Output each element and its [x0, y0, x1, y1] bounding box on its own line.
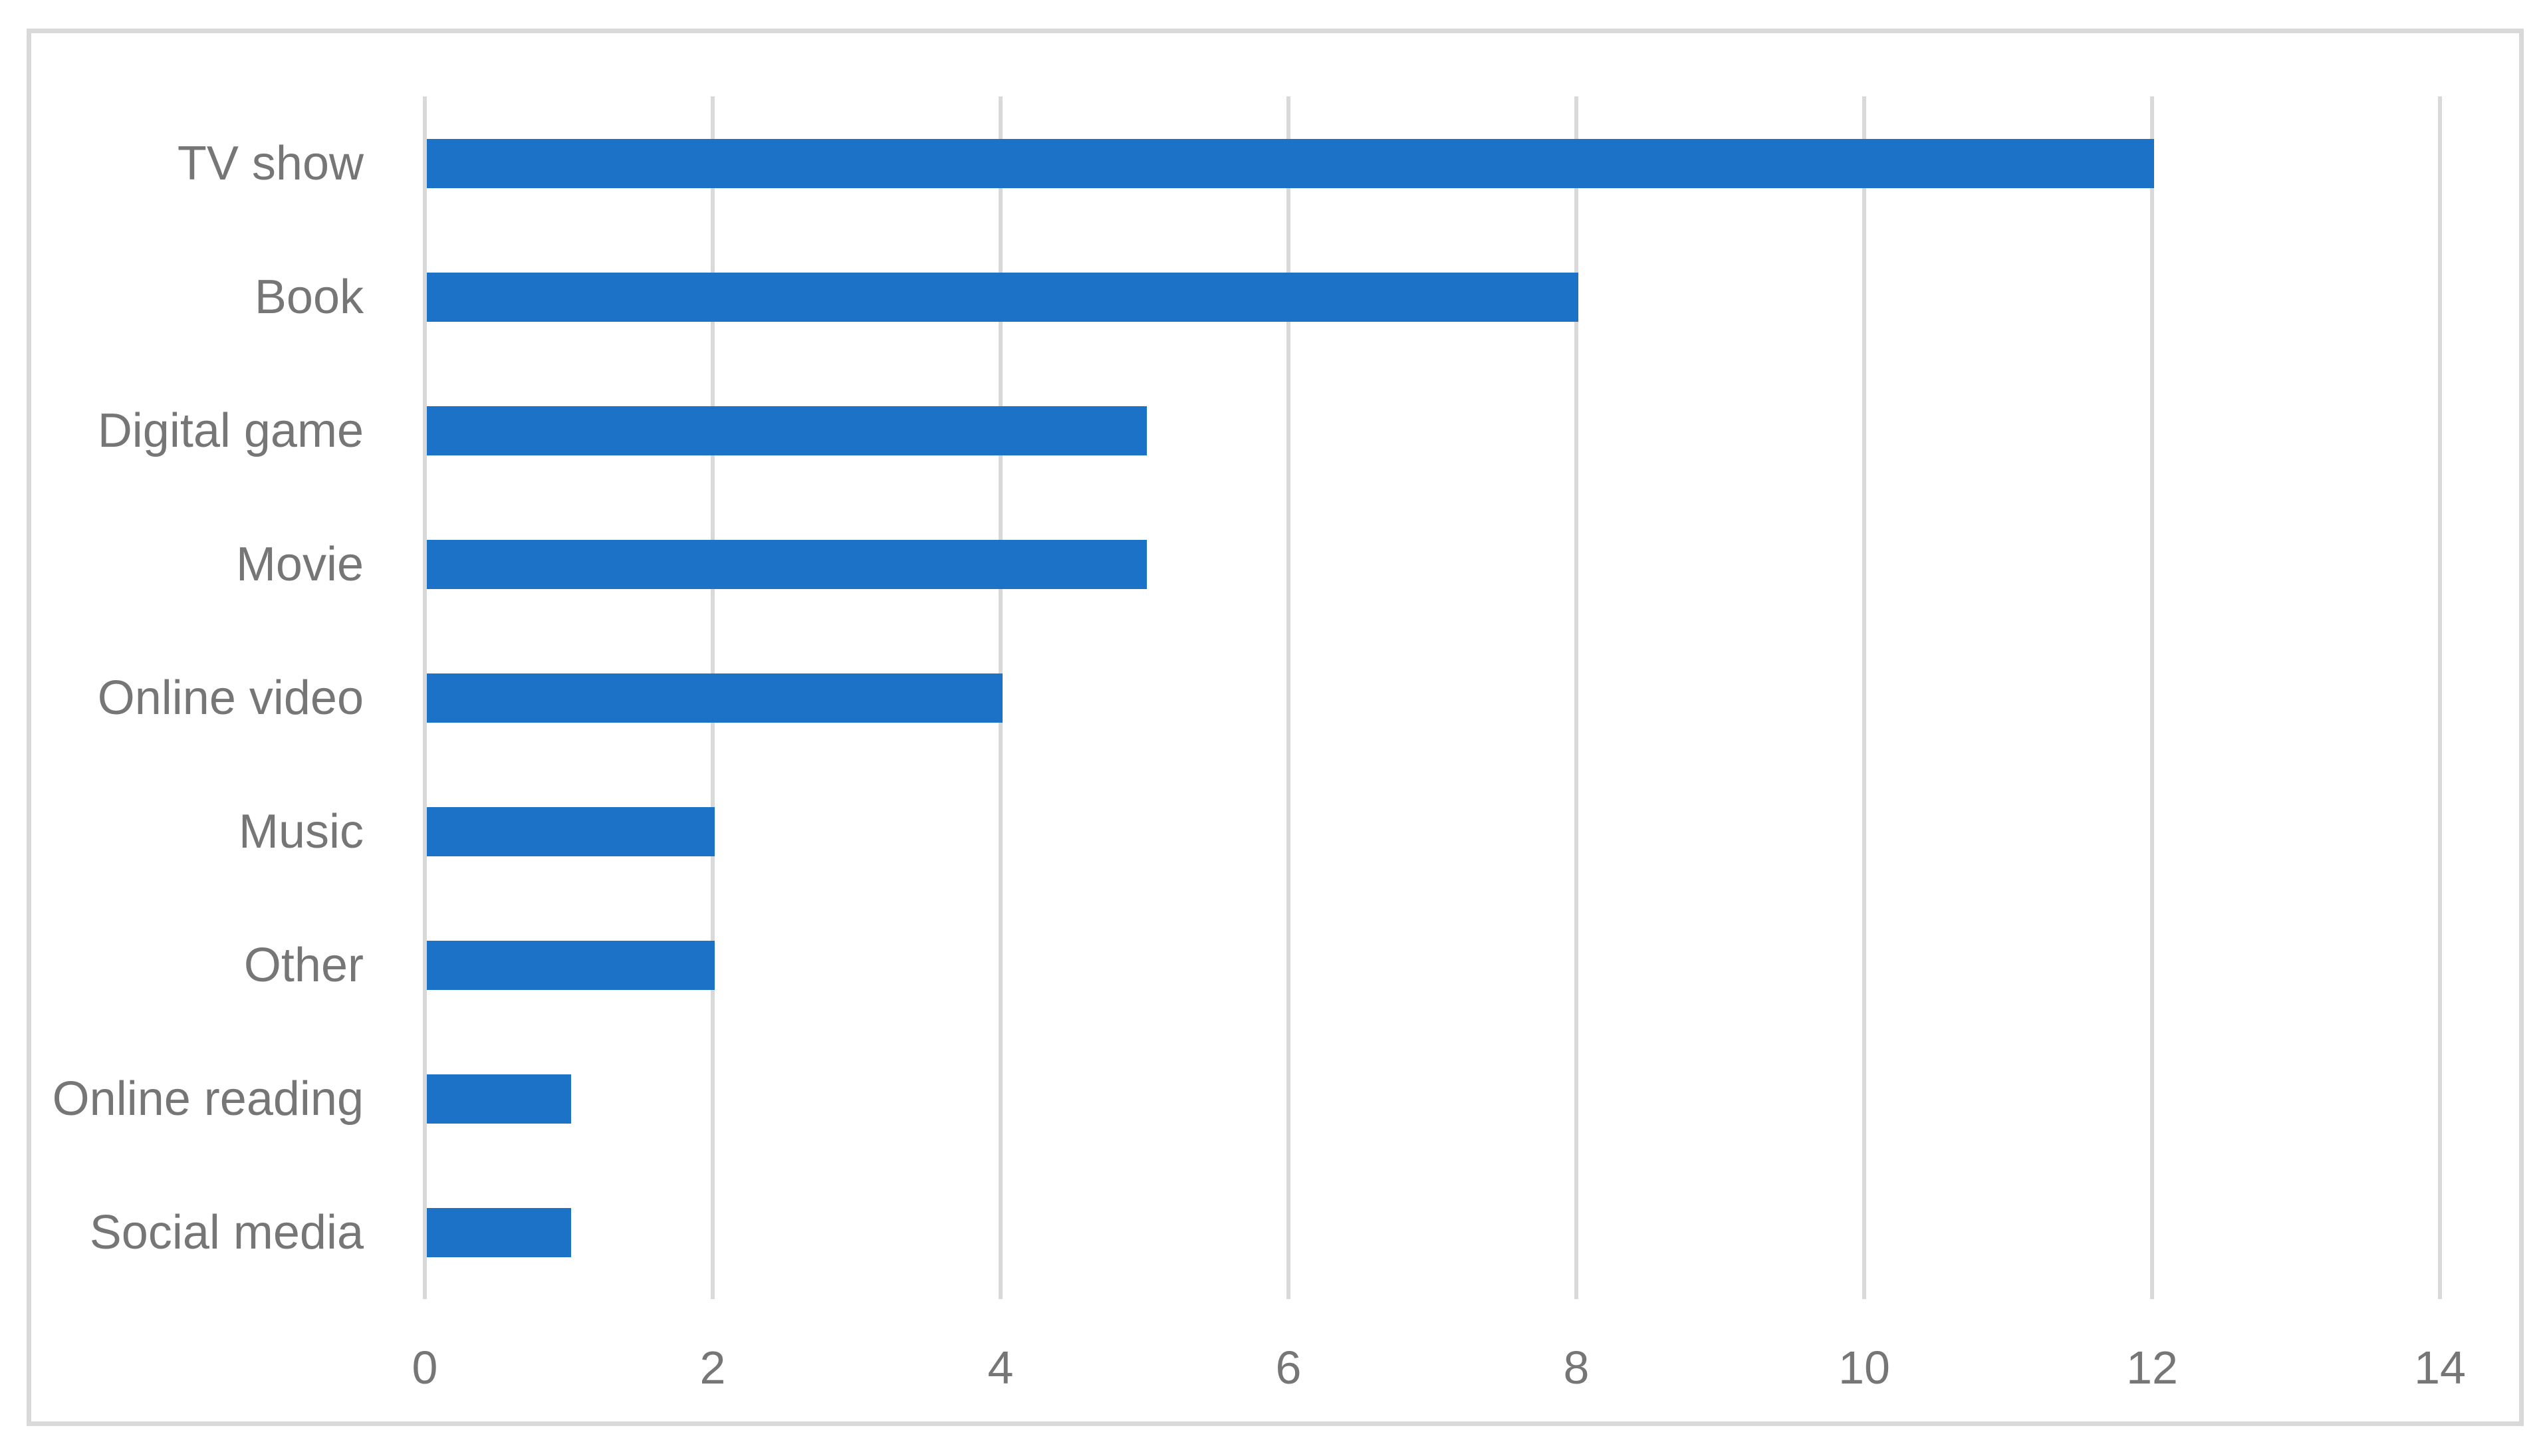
x-tick-label: 8 [1563, 1342, 1590, 1394]
gridline-0 [423, 96, 427, 1299]
x-tick-label: 0 [412, 1342, 438, 1394]
category-label: Other [243, 939, 364, 992]
bar-movie [427, 540, 1147, 589]
category-label: Online video [97, 671, 364, 725]
category-label: Digital game [97, 404, 364, 457]
bar-social-media [427, 1208, 571, 1257]
gridline-12 [2150, 96, 2154, 1299]
category-label: Book [254, 271, 364, 324]
bar-tv-show [427, 139, 2154, 188]
chart-frame: TV show Book Digital game Movie Online video… [27, 29, 2524, 1426]
x-tick-label: 2 [699, 1342, 726, 1394]
category-label: Music [238, 805, 364, 858]
gridline-6 [1286, 96, 1290, 1299]
x-tick-label: 4 [987, 1342, 1014, 1394]
gridline-14 [2438, 96, 2442, 1299]
x-tick-label: 6 [1275, 1342, 1302, 1394]
category-label: Social media [89, 1206, 364, 1259]
category-label: TV show [177, 137, 364, 190]
category-label: Online reading [52, 1072, 364, 1126]
x-tick-label: 12 [2126, 1342, 2178, 1394]
bar-online-video [427, 673, 1003, 723]
bar-music [427, 807, 715, 856]
x-tick-label: 10 [1838, 1342, 1890, 1394]
bar-other [427, 941, 715, 990]
category-label: Movie [235, 538, 364, 591]
bar-book [427, 273, 1578, 322]
bar-digital-game [427, 406, 1147, 455]
gridline-10 [1862, 96, 1866, 1299]
gridline-8 [1574, 96, 1578, 1299]
x-tick-label: 14 [2414, 1342, 2466, 1394]
bar-online-reading [427, 1074, 571, 1124]
